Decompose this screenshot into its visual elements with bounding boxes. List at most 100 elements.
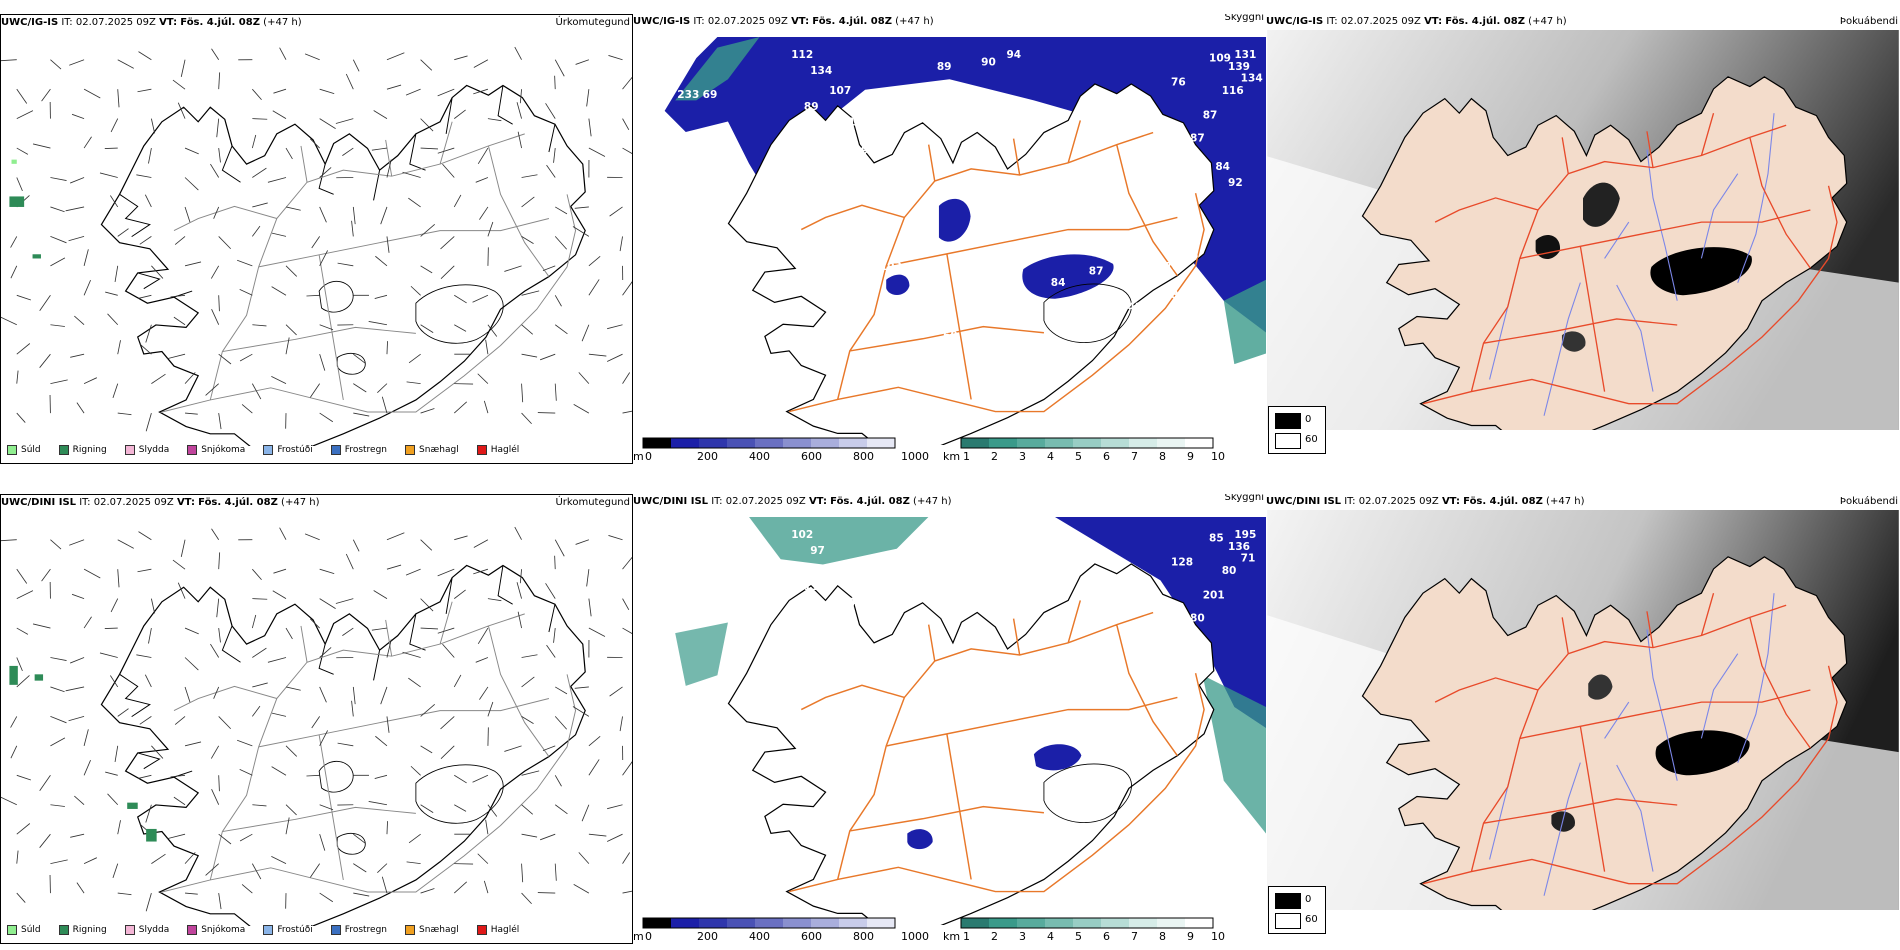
vis-value-label: 69 <box>703 89 718 101</box>
wind-barb <box>117 892 132 896</box>
wind-barb <box>352 686 356 705</box>
wind-barb <box>185 412 198 415</box>
wind-barb <box>16 627 29 635</box>
wind-barb <box>83 729 89 746</box>
legend-item: Snæhagl <box>399 445 459 455</box>
wind-barb <box>10 236 18 248</box>
wind-barb <box>554 59 565 77</box>
vis-value-label: 78 <box>829 565 844 577</box>
swatch-rigning <box>58 445 69 455</box>
it-label: IT: <box>79 497 91 508</box>
wind-barb <box>353 863 367 873</box>
it-value: 02.07.2025 09Z <box>725 496 806 507</box>
fog-area <box>1583 182 1620 227</box>
vis-value-label: 98 <box>918 89 933 101</box>
wind-barb <box>16 110 34 119</box>
lead-time: (+47 h) <box>281 497 320 508</box>
wind-barb <box>309 863 321 878</box>
fog-area <box>1561 331 1586 352</box>
legend-swatch-light <box>1275 433 1301 449</box>
legend-item: Snjókoma <box>181 925 245 935</box>
wind-barb <box>239 769 253 776</box>
lead-time: (+47 h) <box>1546 496 1585 507</box>
wind-barb <box>578 852 590 864</box>
wind-barb <box>319 892 334 903</box>
wind-barb <box>273 568 287 574</box>
wind-barb <box>319 568 335 575</box>
vis-value-label: 103 <box>880 261 902 273</box>
vt-value: Fös. 4.júl. 08Z <box>180 17 260 28</box>
wind-barb <box>139 236 152 245</box>
wind-barb <box>251 134 257 149</box>
legend-label: Frostúði <box>277 925 313 935</box>
wind-barb <box>16 590 34 599</box>
vis-scale-row2: km 1 2 3 4 5 6 7 8 9 10 <box>943 916 1263 943</box>
vis-value-label: 73 <box>1171 233 1186 245</box>
wind-barb <box>453 881 468 894</box>
wind-barb <box>386 821 388 835</box>
wind-barb <box>588 147 606 157</box>
wind-barb <box>555 206 568 215</box>
wind-barb <box>521 804 534 815</box>
wind-barb <box>267 657 287 663</box>
wind-barb <box>16 177 23 192</box>
wind-barb <box>619 236 623 252</box>
wind-barb <box>83 568 101 579</box>
wind-barb <box>184 627 199 635</box>
it-value: 02.07.2025 09Z <box>707 16 788 27</box>
wind-barb <box>185 892 198 895</box>
vis-value-label: 92 <box>867 577 882 589</box>
wind-barb <box>368 801 388 806</box>
wind-barb <box>521 353 538 358</box>
height-unit: m <box>633 930 644 943</box>
swatch-snjokoma <box>187 445 198 455</box>
wind-barb <box>138 774 152 779</box>
lead-time: (+47 h) <box>263 17 302 28</box>
vis-value-label: 109 <box>1209 52 1231 64</box>
it-label: IT: <box>61 17 73 28</box>
vt-label: VT: <box>791 16 810 27</box>
fog-area <box>1588 674 1613 700</box>
wind-barb <box>71 593 85 600</box>
wind-barb <box>117 89 120 108</box>
wind-barb <box>386 236 390 253</box>
lead-time: (+47 h) <box>895 16 934 27</box>
wind-barb <box>408 677 421 688</box>
wind-barb <box>521 196 535 208</box>
it-value: 02.07.2025 09Z <box>75 17 156 28</box>
wind-barb <box>218 413 222 430</box>
legend-label: Frostregn <box>344 925 388 935</box>
legend-item: Frostregn <box>325 445 387 455</box>
wind-barb <box>41 88 51 102</box>
vis-value-label: 116 <box>1222 85 1244 97</box>
wind-barb <box>16 412 26 423</box>
wind-barb <box>139 716 152 725</box>
wind-barb <box>76 402 85 414</box>
wind-barb <box>406 381 421 385</box>
swatch-frostregn <box>330 445 341 455</box>
legend-item: Frostúði <box>257 445 313 455</box>
vt-value: Fös. 4.júl. 08Z <box>812 16 892 27</box>
vis-value-label: 136 <box>1228 541 1250 553</box>
vis-value-label: 89 <box>937 61 952 73</box>
wind-barb <box>112 863 119 879</box>
height-tick: 600 <box>801 930 822 943</box>
vis-tick: 5 <box>1075 930 1082 943</box>
cloud-panel-row1: UWC/IG-IS IT: 02.07.2025 09Z VT: Fös. 4.… <box>1266 14 1900 464</box>
wind-barb <box>375 735 388 747</box>
wind-barb <box>542 745 556 751</box>
vis-value-label: 84 <box>1051 277 1066 289</box>
wind-barb <box>381 876 388 894</box>
wind-barb <box>145 412 152 432</box>
wind-barb <box>145 324 152 343</box>
wind-barb <box>453 194 462 208</box>
wind-barb <box>1 796 17 806</box>
wind-barb <box>352 59 360 72</box>
height-tick: 400 <box>749 930 770 943</box>
wind-barb <box>184 177 199 191</box>
wind-barb <box>239 353 253 362</box>
vis-value-label: 132 <box>968 233 990 245</box>
height-tick: 800 <box>853 450 874 463</box>
wind-barb <box>285 265 298 277</box>
wind-barb <box>117 539 134 549</box>
